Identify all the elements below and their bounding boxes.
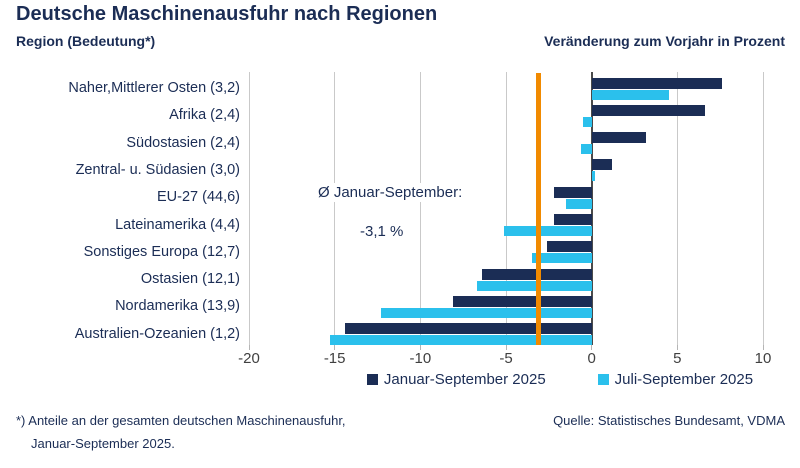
category-label-6: Sonstiges Europa (12,7) [83,243,240,260]
x-tick-label--10: -10 [409,350,432,367]
bar-chart-plot-area [248,72,764,350]
category-label-9: Australien-Ozeanien (1,2) [74,325,240,342]
x-tick-label-5: 5 [673,350,682,367]
legend-item-1: Juli-September 2025 [597,371,754,388]
zero-axis-line [590,72,593,345]
axis-title-right: Veränderung zum Vorjahr in Prozent [544,33,785,49]
bar-series-1-3 [591,171,596,182]
legend-label-0: Januar-September 2025 [383,371,546,388]
bar-series-0-4 [553,186,592,198]
bar-series-1-8 [380,307,592,318]
bar-series-1-4 [565,198,592,209]
axis-tick-0 [591,345,593,350]
legend-swatch-icon [366,374,378,385]
bar-series-0-1 [591,104,705,116]
bar-series-0-9 [344,323,592,335]
average-annotation-value: -3,1 % [355,222,409,241]
gridline-5 [676,72,678,345]
x-axis-tick-labels: -20 -15 -10 -5 0 5 10 [238,350,771,368]
category-label-4: EU-27 (44,6) [156,189,240,206]
chart-legend: Januar-September 2025 Juli-September 2025 [340,371,780,388]
footnote-line-1: *) Anteile an der gesamten deutschen Mas… [16,413,346,428]
category-axis-labels: Naher,Mittlerer Osten (3,2) Afrika (2,4) S… [0,74,240,347]
category-label-7: Ostasien (12,1) [140,271,240,288]
bar-series-0-8 [452,295,592,307]
bar-series-1-9 [329,335,592,346]
category-label-3: Zentral- u. Südasien (3,0) [75,161,240,178]
legend-swatch-icon [597,374,609,385]
x-tick-label--20: -20 [238,350,260,367]
axis-tick--5 [505,345,507,350]
bar-series-0-6 [547,241,592,253]
x-tick-label-10: 10 [754,350,772,367]
axis-tick--10 [419,345,421,350]
axis-title-left: Region (Bedeutung*) [16,33,156,49]
average-reference-line [536,73,542,345]
bar-series-1-0 [591,89,669,100]
legend-label-1: Juli-September 2025 [614,371,754,388]
gridline-10 [762,72,764,345]
gridline--10 [419,72,421,345]
category-label-0: Naher,Mittlerer Osten (3,2) [68,80,240,96]
gridline--20 [248,72,250,345]
legend-item-0: Januar-September 2025 [366,371,546,388]
gridline--5 [505,72,507,345]
bar-series-0-0 [591,77,722,89]
category-label-2: Südostasien (2,4) [126,134,240,151]
bar-series-1-7 [476,280,592,291]
bar-series-1-6 [531,253,592,264]
axis-tick-10 [762,345,764,350]
category-label-1: Afrika (2,4) [169,107,240,124]
axis-tick--15 [334,345,336,350]
axis-tick-5 [676,345,678,350]
axis-tick--20 [248,345,250,350]
average-annotation-label: Ø Januar-September: [313,183,468,202]
page-title: Deutsche Maschinenausfuhr nach Regionen [16,3,438,25]
bar-series-1-2 [581,144,592,155]
bar-series-0-2 [591,132,647,144]
footnote-line-2: Januar-September 2025. [31,436,175,451]
category-label-8: Nordamerika (13,9) [115,298,240,315]
source-credit: Quelle: Statistisches Bundesamt, VDMA [553,413,785,428]
gridline--15 [334,72,336,345]
bar-series-1-5 [504,226,592,236]
bar-series-0-5 [553,214,592,225]
x-tick-label--15: -15 [323,350,346,367]
bar-series-0-3 [591,159,613,171]
bar-series-1-1 [583,116,592,127]
category-label-5: Lateinamerika (4,4) [115,216,240,233]
x-tick-label--5: -5 [499,350,513,367]
x-tick-label-0: 0 [587,350,596,367]
